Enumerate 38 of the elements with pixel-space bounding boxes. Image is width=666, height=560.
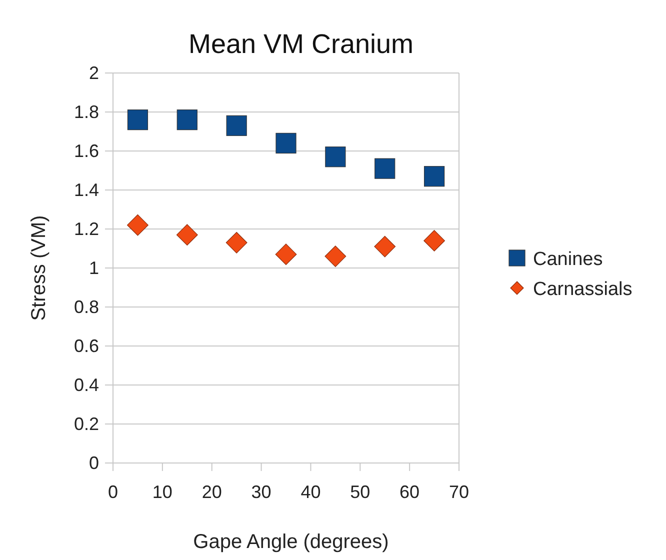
y-tick-label: 0.4 xyxy=(74,375,99,395)
point xyxy=(276,132,296,154)
point xyxy=(226,232,248,254)
point xyxy=(127,214,148,236)
x-tick-label: 10 xyxy=(152,482,172,502)
point xyxy=(324,246,346,267)
chart-title: Mean VM Cranium xyxy=(188,29,414,59)
x-tick-label: 60 xyxy=(400,482,420,502)
y-tick-label: 1.4 xyxy=(74,180,99,200)
point xyxy=(176,110,198,130)
y-tick-label: 2 xyxy=(88,63,99,83)
point xyxy=(374,158,396,179)
point xyxy=(325,146,346,168)
point xyxy=(374,236,396,258)
legend-label: Canines xyxy=(533,249,603,270)
point xyxy=(176,224,198,246)
x-axis-title: Gape Angle (degrees) xyxy=(193,531,389,553)
y-tick-label: 0.8 xyxy=(74,297,99,317)
point xyxy=(275,244,297,266)
point xyxy=(424,230,445,252)
x-tick-label: 40 xyxy=(300,482,321,502)
y-tick-label: 1.8 xyxy=(74,102,99,122)
point xyxy=(127,110,148,130)
x-tick-label: 20 xyxy=(202,482,222,502)
y-tick-label: 1.2 xyxy=(74,219,99,239)
x-tick-label: 50 xyxy=(350,482,370,502)
point xyxy=(226,115,247,136)
y-tick-label: 0 xyxy=(88,453,99,473)
y-tick-label: 1 xyxy=(88,258,99,278)
x-tick-label: 0 xyxy=(108,482,118,502)
x-tick-label: 70 xyxy=(448,482,470,502)
y-tick-label: 0.2 xyxy=(74,414,99,434)
point xyxy=(424,166,445,187)
y-tick-label: 1.6 xyxy=(74,141,99,161)
y-axis-title: Stress (VM) xyxy=(28,215,50,321)
y-tick-label: 0.6 xyxy=(74,336,99,356)
legend-label: Carnassials xyxy=(533,279,632,300)
x-tick-label: 30 xyxy=(251,482,272,502)
